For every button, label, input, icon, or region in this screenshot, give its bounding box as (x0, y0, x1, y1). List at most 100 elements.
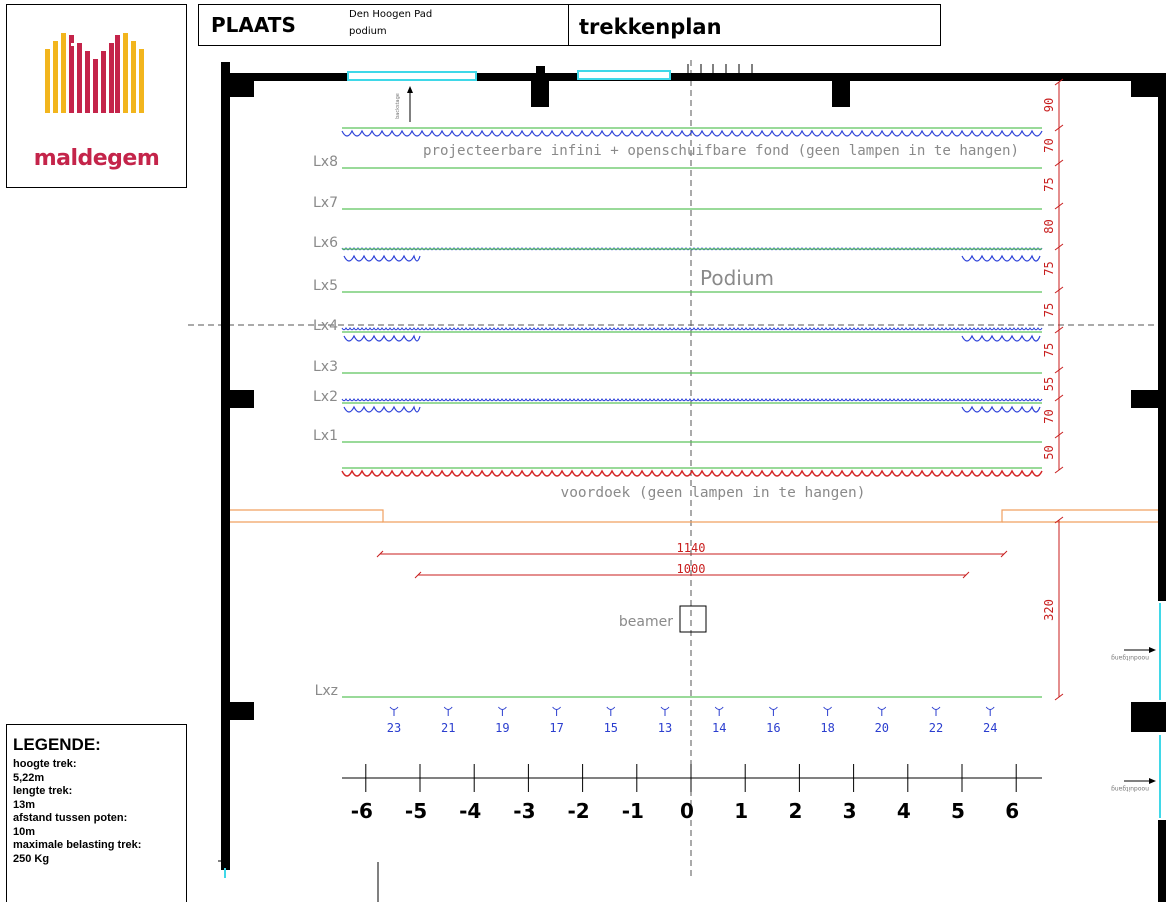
spacing-tick (1054, 286, 1064, 294)
spacing-value: 75 (1042, 303, 1056, 317)
beamer-symbol (679, 605, 707, 633)
ruler-label: 4 (897, 799, 911, 823)
outlet-symbol (660, 706, 670, 716)
leg-curtain-left (343, 405, 421, 413)
front-curtain (341, 469, 1043, 477)
depth-value: 320 (1042, 599, 1056, 621)
fly-bar-label: Lx8 (313, 154, 338, 170)
width-value: 1000 (677, 562, 706, 576)
spacing-tick (1054, 124, 1064, 132)
fly-bar-label: Lx3 (313, 359, 338, 375)
outlet-number: 13 (658, 721, 672, 735)
leg-curtain-right (961, 254, 1041, 262)
curtains (341, 127, 1043, 477)
fly-bar-label: Lx4 (313, 318, 338, 334)
outlet-symbol (443, 706, 453, 716)
leg-curtain-right (961, 334, 1041, 342)
spacing-tick (1054, 159, 1064, 167)
border-curtain (341, 326, 1043, 331)
leg-curtain-left (343, 254, 421, 262)
legend-line: 5,22m (13, 771, 45, 784)
backdrop-curtain (341, 129, 1043, 137)
outlet-number: 24 (983, 721, 997, 735)
fly-bar-label: Lx1 (313, 428, 338, 444)
outlet-symbol (389, 706, 399, 716)
border-curtain (341, 397, 1043, 402)
leg-curtain-right (961, 405, 1041, 413)
spacing-value: 55 (1042, 377, 1056, 391)
outlet-symbol (985, 706, 995, 716)
outlet-number: 15 (604, 721, 618, 735)
spacing-tick (1054, 366, 1064, 374)
apron (230, 509, 1158, 523)
place-header: PLAATS Den Hoogen Pad podium (198, 4, 569, 46)
legend-line: maximale belasting trek: (13, 839, 142, 851)
outlet-symbol (877, 706, 887, 716)
spacing-value: 70 (1042, 409, 1056, 423)
legend-line: afstand tussen poten: (13, 812, 128, 824)
spacing-value: 90 (1042, 98, 1056, 112)
ruler-label: -6 (351, 799, 373, 823)
spacing-tick (1054, 466, 1064, 474)
exit-label: nooduitgang (1111, 785, 1149, 792)
spacing-value: 75 (1042, 343, 1056, 357)
fly-bar-label: Lxz (315, 683, 338, 699)
exit-label: nooduitgang (1111, 654, 1149, 661)
fly-bar-label: Lx5 (313, 278, 338, 294)
fly-bars: Lx8 Lx7 Lx6 Lx5 Lx4 Lx3 Lx2 Lx1 Lxz (313, 154, 1042, 699)
spacing-tick (1054, 394, 1064, 402)
place-sub: podium (349, 26, 387, 37)
outlet-number: 22 (929, 721, 943, 735)
width-tick (1000, 550, 1008, 558)
legend-line: 10m (13, 825, 36, 838)
outlet-number: 19 (495, 721, 509, 735)
depth-tick (1054, 516, 1064, 524)
ruler-label: -2 (567, 799, 589, 823)
ruler-label: -4 (459, 799, 481, 823)
stage-label: Podium (700, 266, 774, 290)
width-tick (414, 571, 422, 579)
ruler-label: 0 (680, 799, 694, 823)
walls (221, 62, 1166, 902)
openings (224, 70, 1161, 878)
outlet-number: 20 (875, 721, 889, 735)
place-label: PLAATS (211, 13, 296, 37)
spacing-tick (1054, 243, 1064, 251)
outlet-number: 16 (766, 721, 780, 735)
ruler-label: 1 (734, 799, 748, 823)
ruler-label: -3 (513, 799, 535, 823)
title-header: trekkenplan (568, 4, 941, 46)
dimension-lines: 90 70 75 80 75 75 75 55 70 50 320 1140 1000 (376, 78, 1064, 701)
front-curtain-label: voordoek (geen lampen in te hangen) (561, 485, 866, 501)
legend-panel: LEGENDE: hoogte trek: 5,22m lengte trek:… (6, 724, 187, 902)
backstage-label: backstage (395, 93, 401, 119)
legend-line: hoogte trek: (13, 758, 77, 770)
ruler-label: -5 (405, 799, 427, 823)
outlet-number: 18 (820, 721, 834, 735)
outlet-symbol (714, 706, 724, 716)
fly-bar-label: Lx7 (313, 195, 338, 211)
outlet-number: 23 (387, 721, 401, 735)
spacing-tick (1054, 326, 1064, 334)
ruler-label: 2 (788, 799, 802, 823)
spacing-tick (1054, 78, 1064, 86)
width-value: 1140 (677, 541, 706, 555)
fly-bar-label: Lx2 (313, 389, 338, 405)
place-name: Den Hoogen Pad (349, 9, 433, 20)
page-title: trekkenplan (579, 15, 722, 39)
beamer-label: beamer (619, 614, 673, 630)
maldegem-logo-icon (45, 33, 144, 113)
outlet-number: 21 (441, 721, 455, 735)
outlets: 23 21 19 17 15 13 14 16 18 20 22 24 (387, 706, 997, 735)
legend-line: lengte trek: (13, 785, 73, 797)
logo-text: maldegem (33, 146, 160, 171)
fly-bar-label: Lx6 (313, 235, 338, 251)
outlet-symbol (769, 706, 778, 716)
legend-line: 13m (13, 798, 36, 811)
ruler-label: 3 (843, 799, 857, 823)
ruler: -6 -5 -4 -3 -2 -1 0 1 2 3 4 5 6 (342, 764, 1042, 823)
spacing-tick (1054, 202, 1064, 210)
outlet-symbol (552, 706, 561, 716)
top-wall-ticks (687, 64, 753, 73)
backstage-arrow-head (407, 86, 413, 93)
